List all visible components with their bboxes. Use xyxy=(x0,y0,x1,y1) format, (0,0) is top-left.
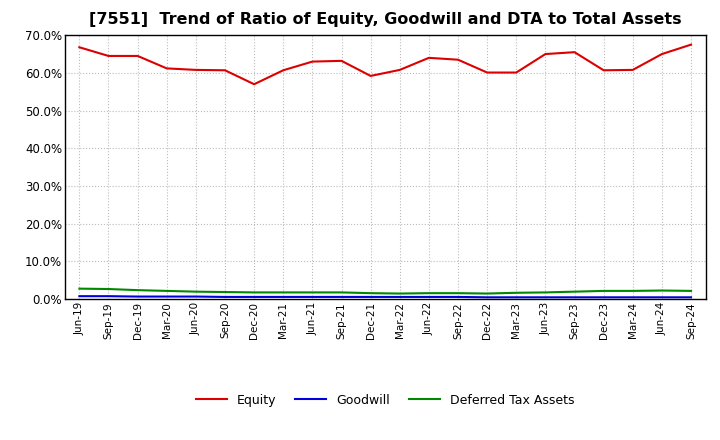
Deferred Tax Assets xyxy=(337,290,346,295)
Goodwill xyxy=(657,295,666,300)
Goodwill xyxy=(308,294,317,300)
Equity xyxy=(337,58,346,63)
Equity xyxy=(425,55,433,60)
Equity xyxy=(75,44,84,50)
Deferred Tax Assets xyxy=(483,291,492,296)
Equity xyxy=(657,51,666,57)
Equity xyxy=(133,53,142,59)
Deferred Tax Assets xyxy=(512,290,521,295)
Equity xyxy=(687,42,696,47)
Equity xyxy=(308,59,317,64)
Goodwill xyxy=(483,295,492,300)
Equity xyxy=(192,67,200,73)
Deferred Tax Assets xyxy=(220,290,229,295)
Deferred Tax Assets xyxy=(192,289,200,294)
Deferred Tax Assets xyxy=(425,290,433,296)
Equity xyxy=(541,51,550,57)
Equity xyxy=(599,68,608,73)
Goodwill xyxy=(163,294,171,299)
Goodwill xyxy=(220,294,229,300)
Equity xyxy=(104,53,113,59)
Goodwill xyxy=(192,294,200,299)
Goodwill xyxy=(250,294,258,300)
Goodwill xyxy=(395,294,404,300)
Goodwill xyxy=(687,295,696,300)
Goodwill xyxy=(104,293,113,299)
Equity xyxy=(395,67,404,73)
Deferred Tax Assets xyxy=(104,286,113,292)
Equity xyxy=(454,57,462,62)
Equity xyxy=(250,81,258,87)
Goodwill xyxy=(512,295,521,300)
Deferred Tax Assets xyxy=(279,290,287,295)
Equity xyxy=(512,70,521,75)
Equity xyxy=(163,66,171,71)
Deferred Tax Assets xyxy=(366,290,375,296)
Goodwill xyxy=(337,294,346,300)
Line: Goodwill: Goodwill xyxy=(79,296,691,297)
Goodwill xyxy=(425,294,433,300)
Equity xyxy=(366,73,375,79)
Equity xyxy=(483,70,492,75)
Goodwill xyxy=(75,293,84,299)
Equity xyxy=(629,67,637,73)
Deferred Tax Assets xyxy=(395,291,404,296)
Line: Equity: Equity xyxy=(79,44,691,84)
Deferred Tax Assets xyxy=(454,290,462,296)
Legend: Equity, Goodwill, Deferred Tax Assets: Equity, Goodwill, Deferred Tax Assets xyxy=(191,389,580,412)
Deferred Tax Assets xyxy=(250,290,258,295)
Goodwill xyxy=(599,295,608,300)
Deferred Tax Assets xyxy=(570,289,579,294)
Goodwill xyxy=(629,295,637,300)
Line: Deferred Tax Assets: Deferred Tax Assets xyxy=(79,289,691,293)
Deferred Tax Assets xyxy=(657,288,666,293)
Goodwill xyxy=(454,294,462,300)
Goodwill xyxy=(366,294,375,300)
Deferred Tax Assets xyxy=(687,288,696,293)
Equity xyxy=(279,68,287,73)
Title: [7551]  Trend of Ratio of Equity, Goodwill and DTA to Total Assets: [7551] Trend of Ratio of Equity, Goodwil… xyxy=(89,12,682,27)
Deferred Tax Assets xyxy=(599,288,608,293)
Goodwill xyxy=(279,294,287,300)
Equity xyxy=(220,68,229,73)
Equity xyxy=(570,50,579,55)
Goodwill xyxy=(541,295,550,300)
Goodwill xyxy=(570,295,579,300)
Deferred Tax Assets xyxy=(163,288,171,293)
Goodwill xyxy=(133,294,142,299)
Deferred Tax Assets xyxy=(541,290,550,295)
Deferred Tax Assets xyxy=(629,288,637,293)
Deferred Tax Assets xyxy=(75,286,84,291)
Deferred Tax Assets xyxy=(308,290,317,295)
Deferred Tax Assets xyxy=(133,287,142,293)
